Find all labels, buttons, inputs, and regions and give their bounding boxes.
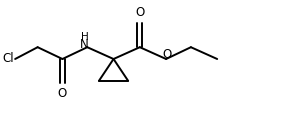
Text: N: N	[80, 38, 89, 51]
Text: O: O	[162, 48, 172, 61]
Text: H: H	[81, 32, 89, 42]
Text: O: O	[135, 6, 144, 19]
Text: Cl: Cl	[2, 52, 14, 65]
Text: O: O	[58, 87, 67, 100]
